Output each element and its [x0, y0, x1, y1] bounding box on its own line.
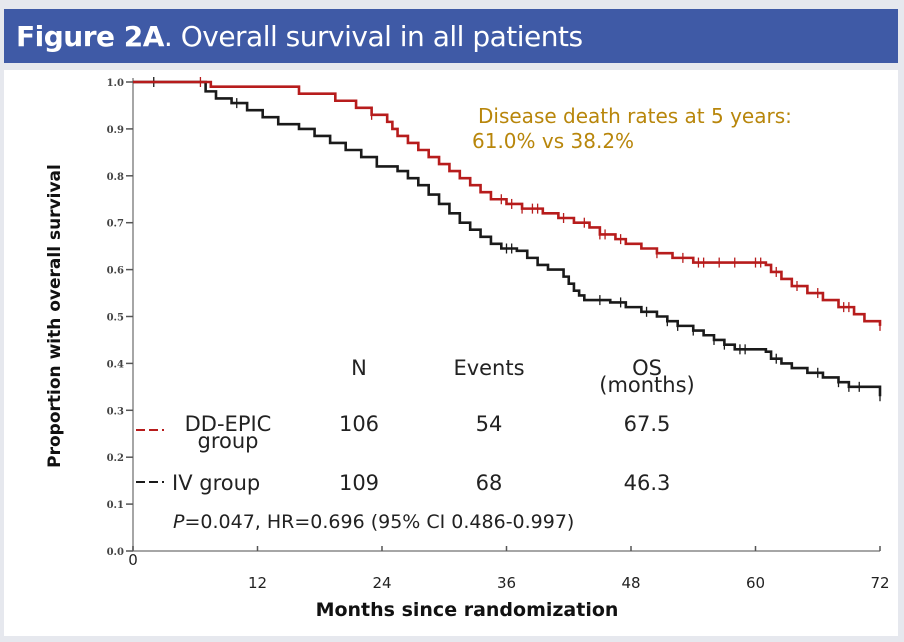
y-tick-label: 0.6: [107, 266, 124, 277]
x-tick-label: 36: [497, 574, 516, 592]
legend-n-iv: 109: [339, 471, 379, 495]
legend-events-dd-epic: 54: [476, 412, 503, 436]
y-tick-label: 0.9: [107, 125, 124, 136]
chart-panel: [4, 70, 898, 636]
y-tick-label: 0.5: [107, 313, 124, 324]
legend-label-dd-epic-line2: group: [198, 429, 259, 453]
legend-events-iv: 68: [476, 471, 503, 495]
x-tick-label: 12: [248, 574, 267, 592]
legend-table: N Events OS (months) DD-EPIC group 106 5…: [136, 356, 695, 533]
p-label: P: [173, 511, 185, 533]
series-iv-group: [133, 77, 882, 402]
annotation-line1: Disease death rates at 5 years:: [478, 104, 792, 128]
y-axis-label: Proportion with overall survival: [45, 164, 65, 468]
x-tick-label: 72: [870, 574, 889, 592]
y-tick-label: 0.7: [107, 219, 124, 230]
x-tick-label: 0: [128, 551, 138, 569]
legend-header-events: Events: [453, 356, 524, 380]
y-tick-label: 0.1: [107, 500, 124, 511]
x-axis-label: Months since randomization: [316, 599, 619, 621]
legend-n-dd-epic: 106: [339, 412, 379, 436]
series-dd-epic-group: [133, 77, 882, 331]
x-ticks: 0 12 24 36 48 60 72: [128, 546, 890, 592]
y-tick-label: 0.8: [107, 172, 124, 183]
survival-curve: [133, 80, 882, 326]
legend-os-iv: 46.3: [624, 471, 671, 495]
annotation-line2: 61.0% vs 38.2%: [472, 129, 634, 153]
y-tick-label: 0.0: [107, 547, 124, 558]
x-tick-label: 24: [372, 574, 391, 592]
legend-header-os-unit: (months): [599, 373, 694, 397]
y-tick-label: 0.2: [107, 453, 124, 464]
legend-header-n: N: [351, 356, 367, 380]
legend-os-dd-epic: 67.5: [624, 412, 671, 436]
x-tick-label: 60: [746, 574, 765, 592]
figure-title-text: . Overall survival in all patients: [163, 19, 583, 53]
legend-label-iv: IV group: [172, 471, 260, 495]
figure-title-label: Figure 2A: [16, 19, 164, 53]
statistics-text: P=0.047, HR=0.696 (95% CI 0.486-0.997): [173, 511, 574, 533]
survival-curve: [133, 80, 882, 397]
y-tick-label: 1.0: [107, 78, 124, 89]
figure-title: Figure 2A. Overall survival in all patie…: [16, 20, 583, 53]
y-ticks: 0.0 0.1 0.2 0.3 0.4 0.5 0.6 0.7 0.8 0.9 1.0: [107, 78, 133, 558]
figure-header: Figure 2A. Overall survival in all patie…: [4, 9, 898, 63]
x-tick-label: 48: [621, 574, 640, 592]
legend-header-os: OS: [632, 356, 662, 380]
y-tick-label: 0.3: [107, 406, 124, 417]
series-layer: [133, 77, 882, 402]
legend-label-dd-epic: DD-EPIC: [185, 412, 272, 436]
stats-values: =0.047, HR=0.696 (95% CI 0.486-0.997): [184, 511, 574, 533]
y-tick-label: 0.4: [107, 359, 124, 370]
